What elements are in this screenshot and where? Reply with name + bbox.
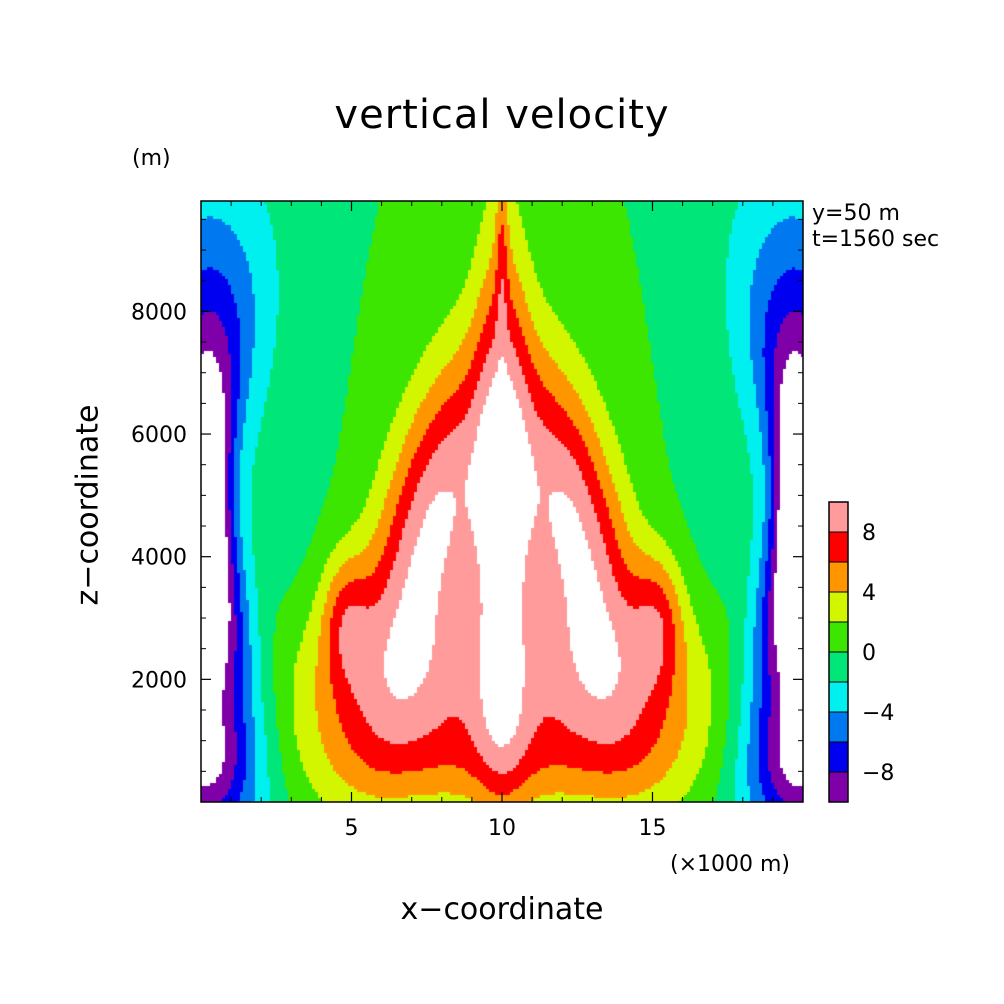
colorbar-segment: [829, 592, 848, 622]
x-axis-label-text: x−coordinate: [400, 892, 604, 927]
colorbar-segment: [829, 652, 848, 682]
annotation-y: y=50 m: [812, 201, 900, 226]
colorbar-segment: [829, 562, 848, 592]
x-tick-label: 5: [345, 816, 359, 841]
colorbar-tick-label: −4: [862, 701, 894, 726]
y-tick-label: 4000: [131, 546, 187, 571]
y-tick-label: 8000: [131, 300, 187, 325]
colorbar-tick-label: 0: [862, 641, 876, 666]
colorbar-tick-label: −8: [862, 761, 894, 786]
y-tick-label: 6000: [131, 423, 187, 448]
colorbar-segment: [829, 682, 848, 712]
colorbar-segment: [829, 502, 848, 532]
colorbar-tick-label: 8: [862, 521, 876, 546]
x-tick-label: 15: [639, 816, 667, 841]
y-tick-label: 2000: [131, 668, 187, 693]
colorbar-segment: [829, 532, 848, 562]
colorbar-segment: [829, 772, 848, 802]
colorbar-segment: [829, 712, 848, 742]
colorbar-tick-label: 4: [862, 581, 876, 606]
x-axis-unit: (×1000 m): [670, 852, 791, 877]
y-axis-unit: (m): [132, 146, 171, 171]
colorbar-segment: [829, 622, 848, 652]
annotation-t: t=1560 sec: [812, 227, 940, 252]
annotation-box: y=50 m t=1560 sec: [812, 201, 939, 253]
colorbar-segment: [829, 742, 848, 772]
chart-title: vertical velocity: [334, 92, 670, 138]
x-tick-label: 10: [488, 816, 516, 841]
contour-field: [201, 201, 803, 802]
